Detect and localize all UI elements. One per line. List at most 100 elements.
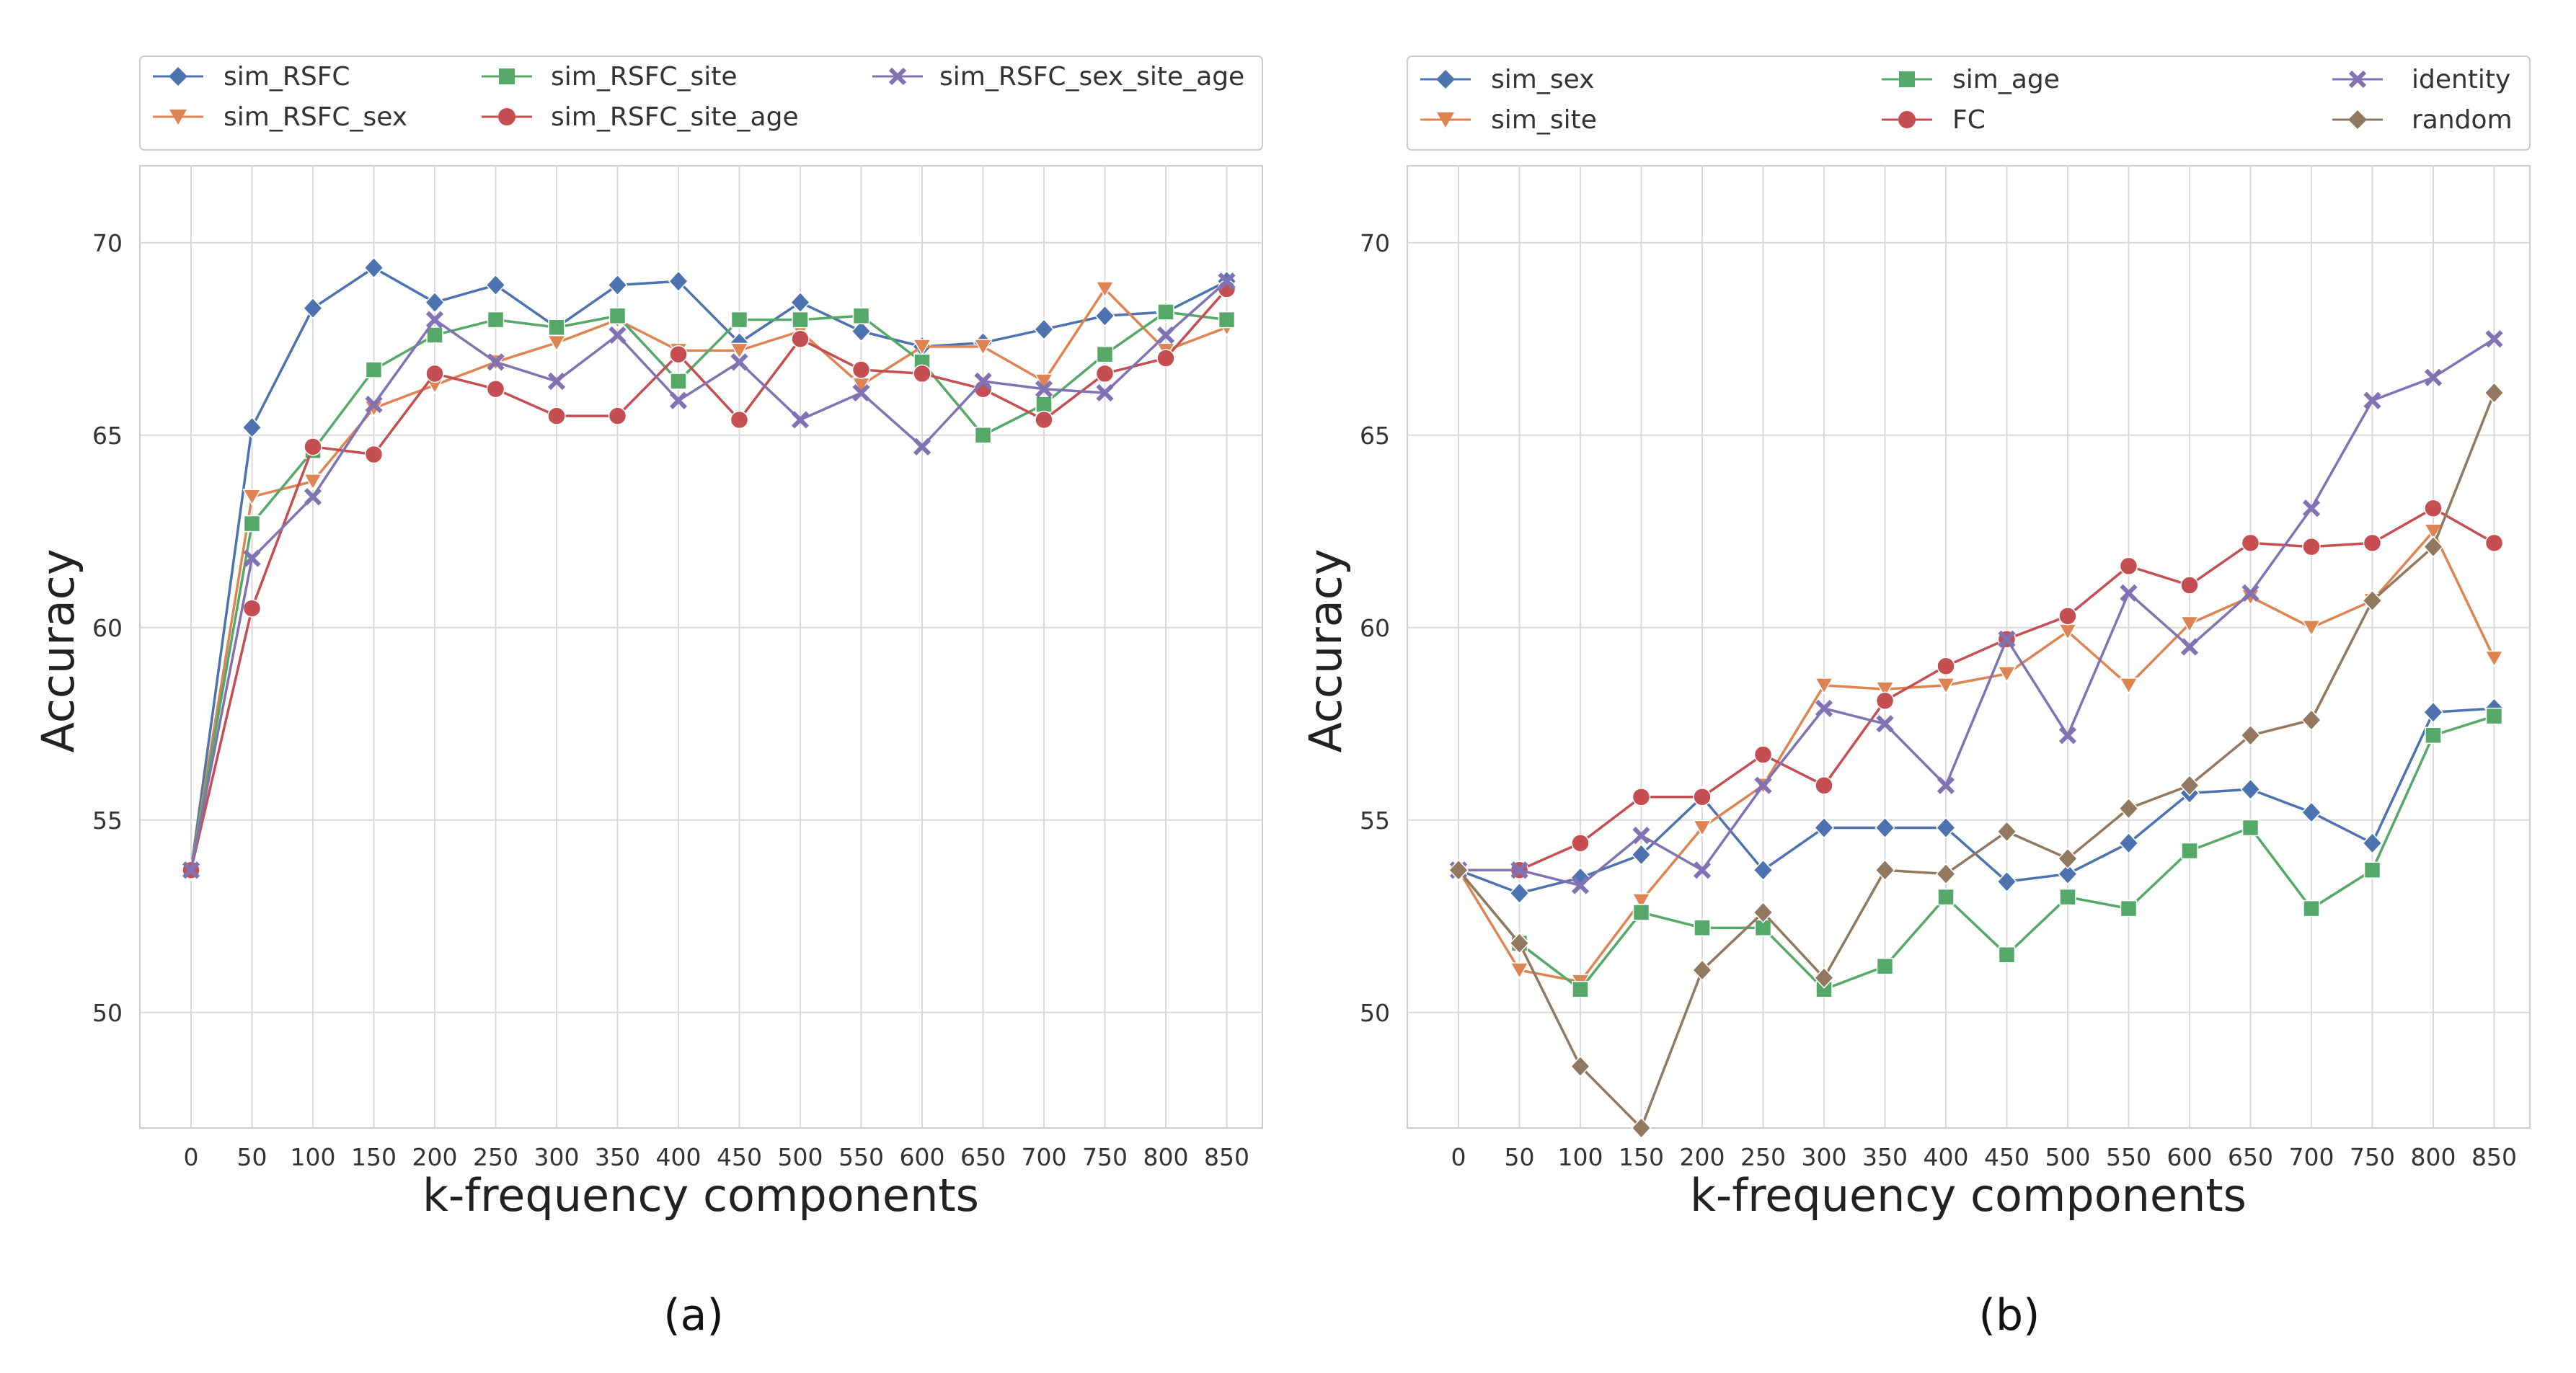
data-point-sim-rsfc-site (1157, 303, 1174, 321)
data-point-random (2362, 590, 2383, 612)
data-point-sim-site (1632, 893, 1651, 910)
data-point-sim-rsfc-sex (912, 339, 932, 356)
legend-entry-sim-rsfc: sim_RSFC (153, 62, 350, 92)
grid-b (1407, 166, 2530, 1128)
data-point-sim-rsfc (1033, 318, 1055, 341)
series-line-fc (1459, 507, 2495, 871)
x-axis-label-a: k-frequency components (422, 1169, 979, 1222)
y-tick-label: 60 (92, 614, 123, 642)
legend-entry-sim-age: sim_age (1882, 65, 2060, 94)
data-point-sim-rsfc (851, 320, 872, 342)
data-point-sim-rsfc-site (974, 427, 992, 444)
legend-entry-fc: FC (1882, 105, 1986, 135)
legend-label-sim-age: sim_age (1952, 65, 2060, 94)
data-point-sim-rsfc-site-age (242, 599, 262, 618)
legend-marker-random (2348, 110, 2367, 129)
data-point-sim-site (1692, 819, 1712, 837)
legend-box-a (139, 55, 1263, 151)
data-point-sim-rsfc (363, 257, 384, 279)
data-point-sim-sex (2362, 832, 2383, 854)
data-point-sim-rsfc (607, 274, 628, 296)
data-point-sim-age (1998, 946, 2016, 964)
data-point-sim-rsfc-site-age (547, 406, 566, 425)
data-point-random (1753, 901, 1774, 924)
legend-marker-sim-age (1899, 71, 1915, 87)
x-tick-label: 500 (2045, 1143, 2091, 1171)
plot-area-a (139, 165, 1263, 1129)
data-point-identity (1754, 776, 1772, 794)
data-point-identity (2120, 584, 2138, 602)
series-sim-rsfc-sex-site-age (182, 272, 1236, 879)
legend-label-sim-rsfc-sex: sim_RSFC_sex (223, 102, 407, 132)
data-point-identity (2485, 330, 2503, 348)
x-tick-label: 450 (717, 1143, 762, 1171)
series-group-a (180, 257, 1237, 881)
data-point-sim-rsfc-site-age (730, 410, 749, 430)
data-point-fc (1571, 834, 1590, 853)
data-point-sim-rsfc-site-age (791, 329, 810, 349)
data-point-sim-rsfc-sex-site-age (182, 861, 200, 879)
x-tick-label: 50 (237, 1143, 267, 1171)
data-point-identity (2058, 727, 2077, 745)
data-point-sim-rsfc-sex (1095, 281, 1115, 298)
x-tick-label: 700 (1022, 1143, 1067, 1171)
legend-marker-sim-sex (1436, 70, 1455, 89)
legend-entry-identity: identity (2332, 65, 2510, 94)
panel-caption-b: (b) (1979, 1290, 2040, 1341)
data-point-fc (1753, 745, 1773, 764)
data-point-sim-rsfc-sex-site-age (487, 353, 505, 371)
series-line-sim-rsfc-site-age (190, 288, 1228, 871)
y-tick-label: 65 (92, 422, 123, 450)
data-point-sim-age (1632, 904, 1650, 921)
legend-label-sim-rsfc: sim_RSFC (223, 62, 350, 92)
y-ticks-b: 50 55 60 65 70 (1360, 229, 1390, 1027)
y-tick-label: 65 (1360, 422, 1390, 450)
y-axis-label-a: Accuracy (32, 548, 84, 752)
series-line-sim-site (1457, 530, 2496, 983)
data-point-sim-rsfc-site-age (669, 345, 688, 364)
data-point-identity (2363, 391, 2381, 409)
data-point-sim-rsfc (424, 291, 446, 314)
data-point-random (1875, 859, 1895, 881)
data-point-fc (1875, 691, 1895, 711)
x-tick-label: 400 (1924, 1143, 1969, 1171)
series-line-random (1457, 392, 2496, 1129)
data-point-sim-site (2484, 650, 2504, 668)
data-point-sim-rsfc-sex-site-age (1096, 383, 1114, 402)
x-tick-label: 400 (656, 1143, 701, 1171)
data-point-sim-sex (1631, 843, 1652, 866)
data-point-sim-rsfc-site (852, 307, 870, 325)
x-tick-label: 550 (838, 1143, 884, 1171)
data-point-sim-rsfc-sex-site-age (974, 372, 992, 391)
data-point-sim-sex (2301, 801, 2322, 824)
data-point-fc (2302, 537, 2321, 556)
x-tick-label: 250 (1740, 1143, 1786, 1171)
data-point-sim-site (2119, 677, 2138, 695)
x-tick-label: 350 (1862, 1143, 1908, 1171)
data-point-sim-rsfc (668, 270, 689, 293)
x-tick-label: 700 (2289, 1143, 2334, 1171)
data-point-identity (1937, 776, 1955, 794)
legend-marker-fc (1898, 111, 1916, 128)
x-tick-label: 600 (900, 1143, 945, 1171)
legend-entry-sim-rsfc-site: sim_RSFC_site (482, 62, 738, 92)
legend-marker-sim-rsfc-site (499, 68, 515, 84)
data-point-identity (1815, 699, 1833, 718)
data-point-identity (2424, 368, 2443, 386)
data-point-sim-age (1572, 981, 1589, 998)
data-point-random (2484, 381, 2505, 404)
data-point-sim-sex (2422, 701, 2444, 724)
data-point-fc (2424, 499, 2443, 518)
x-tick-label: 600 (2167, 1143, 2213, 1171)
data-point-sim-rsfc-site (670, 373, 687, 390)
legend-entry-sim-rsfc-sex-site-age: sim_RSFC_sex_site_age (872, 62, 1244, 92)
data-point-fc (1632, 788, 1651, 807)
data-point-sim-age (1937, 888, 1955, 906)
x-tick-label: 250 (473, 1143, 518, 1171)
y-axis-label-b: Accuracy (1299, 548, 1352, 752)
data-point-sim-sex (1875, 817, 1895, 839)
data-point-sim-rsfc-sex (242, 489, 262, 506)
series-line-sim-rsfc-sex-site-age (190, 280, 1228, 871)
legend-label-sim-sex: sim_sex (1491, 65, 1594, 94)
